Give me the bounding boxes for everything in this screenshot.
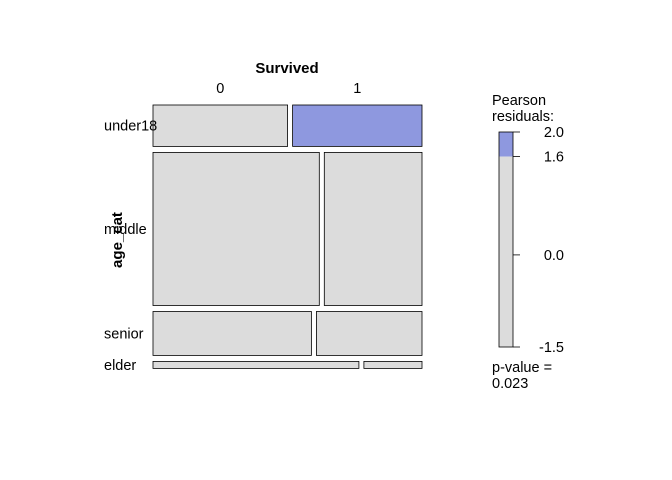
row-variable-label: age_cat <box>109 212 126 268</box>
mosaic-cell-elder-0 <box>152 360 360 369</box>
row-label-elder: elder <box>104 358 136 374</box>
legend-title-line2: residuals: <box>492 109 554 125</box>
mosaic-cell-middle-0 <box>152 151 320 306</box>
row-labels: under18 middle senior elder <box>104 119 157 374</box>
chart-title: Survived <box>255 60 318 77</box>
legend-title-line1: Pearson <box>492 93 546 109</box>
legend-neutral-band <box>499 156 513 347</box>
row-label-senior: senior <box>104 327 144 343</box>
mosaic-cell-under18-0 <box>152 104 289 147</box>
mosaic-cell-under18-1 <box>292 104 423 147</box>
p-value-label: p-value = <box>492 360 552 376</box>
legend-tick-label: 2.0 <box>544 125 564 141</box>
legend-positive-band <box>499 132 513 157</box>
legend-tick-label: 0.0 <box>544 248 564 264</box>
column-label-1: 1 <box>353 81 361 97</box>
legend-ticks: 2.0 1.6 0.0 -1.5 <box>513 125 564 356</box>
mosaic-cell-elder-1 <box>363 360 423 369</box>
legend-tick-label: -1.5 <box>539 340 564 356</box>
mosaic-cell-senior-0 <box>152 311 312 356</box>
row-label-middle: middle <box>104 222 147 238</box>
legend-bar-frame <box>498 131 514 348</box>
row-label-under18: under18 <box>104 119 157 135</box>
mosaic-cell-senior-1 <box>315 311 423 356</box>
column-label-0: 0 <box>216 81 224 97</box>
p-value: 0.023 <box>492 376 528 392</box>
mosaic-cells <box>152 104 423 369</box>
legend-tick-label: 1.6 <box>544 150 564 166</box>
legend-color-bar <box>498 131 514 348</box>
residual-legend: Pearson residuals: 2.0 1.6 0.0 -1.5 p-value… <box>492 93 564 392</box>
mosaic-cell-middle-1 <box>323 151 423 306</box>
